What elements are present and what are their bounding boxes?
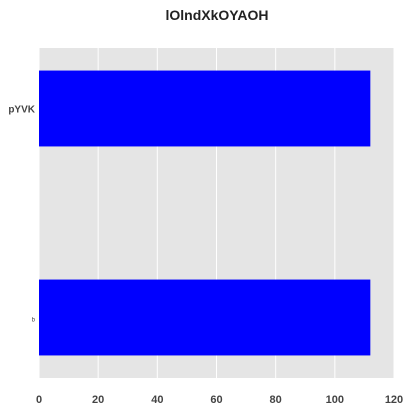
bar-b: [39, 279, 371, 356]
bar-pyvk: [39, 70, 371, 147]
x-tick-label: 120: [385, 394, 403, 406]
y-tick-labels: pYVK b: [8, 105, 35, 324]
x-tick-label: 0: [36, 394, 42, 406]
x-tick-label: 100: [326, 394, 344, 406]
x-tick-label: 20: [92, 394, 104, 406]
y-tick-label: pYVK: [8, 105, 35, 116]
x-tick-label: 80: [270, 394, 282, 406]
chart-title: lOlndXkOYAOH: [166, 7, 269, 23]
y-tick-label: b: [32, 318, 36, 324]
bars: [39, 70, 371, 356]
x-tick-labels: 0 20 40 60 80 100 120: [36, 394, 403, 406]
x-tick-label: 40: [151, 394, 163, 406]
x-tick-label: 60: [210, 394, 222, 406]
